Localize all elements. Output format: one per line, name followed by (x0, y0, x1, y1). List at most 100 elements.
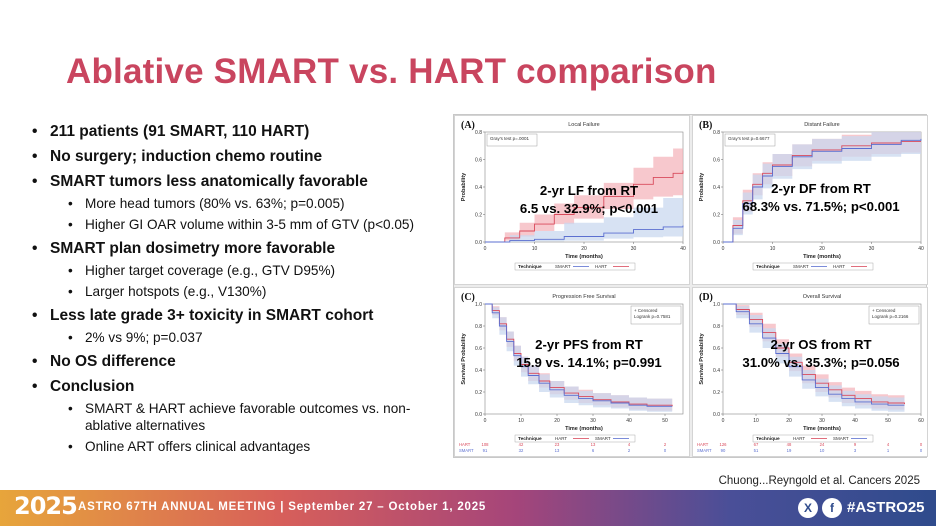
y-tick-label: 0.8 (713, 130, 720, 136)
annotation-line: 2-yr PFS from RT (535, 337, 643, 352)
risk-count: 4 (887, 442, 890, 447)
km-figure: Local Failure 0.0 0.2 0.4 0.6 0.8 0 10 20 30 40 Tim… (453, 114, 929, 458)
x-axis-label: Time (months) (565, 426, 603, 432)
risk-count: 4 (628, 442, 631, 447)
annotation-line: 2-yr LF from RT (539, 183, 639, 198)
facebook-social-icon[interactable]: f (822, 498, 842, 518)
sub-bullet: Larger hotspots (e.g., V130%) (30, 283, 450, 300)
risk-count: 2 (664, 442, 667, 447)
stat-box (486, 133, 538, 147)
risk-count: 126 (720, 442, 728, 447)
legend-title: Technique (756, 264, 780, 270)
legend-label: HART (833, 264, 845, 269)
y-tick-label: 0.4 (713, 368, 720, 374)
bullet-7: Conclusion (30, 377, 450, 396)
distant-failure-chart: Distant Failure 0.0 0.2 0.4 0.6 0.8 0 10 20 30 40 T… (699, 122, 924, 270)
bullet-1: 211 patients (91 SMART, 110 HART) (30, 122, 450, 141)
x-tick-label: 20 (819, 246, 825, 252)
x-tick-label: 0 (484, 246, 487, 252)
y-tick-label: 1.0 (475, 302, 482, 308)
pfs-chart: Progression Free Survival 0.0 0.2 0.4 0.6 0.8… (459, 294, 684, 453)
x-tick-label: 30 (631, 246, 637, 252)
y-tick-label: 0.6 (475, 157, 482, 163)
x-tick-label: 10 (770, 246, 776, 252)
risk-count: 6 (592, 448, 595, 453)
x-tick-label: 10 (518, 418, 524, 424)
x-tick-label: 30 (590, 418, 596, 424)
y-tick-label: 0.4 (475, 368, 482, 374)
panel-label: (C) (461, 292, 475, 303)
legend-title: Technique (518, 264, 542, 270)
x-tick-label: 40 (852, 418, 858, 424)
x-tick-label: 30 (819, 418, 825, 424)
series-line-hart (485, 170, 684, 243)
y-tick-label: 0.2 (475, 390, 482, 396)
risk-count: 42 (519, 442, 524, 447)
chart-title: Overall Survival (803, 294, 842, 300)
y-tick-label: 0.4 (713, 185, 720, 191)
series-line-hart (485, 303, 673, 407)
local-failure-chart: Local Failure 0.0 0.2 0.4 0.6 0.8 0 10 20 30 40 Tim… (461, 122, 686, 270)
chart-title: Distant Failure (804, 122, 839, 128)
sub-bullet: Online ART offers clinical advantages (30, 438, 450, 455)
stat-box-text: Logrank p=0.2166 (872, 314, 909, 319)
bullet-5: Less late grade 3+ toxicity in SMART coh… (30, 306, 450, 325)
sub-bullet: More head tumors (80% vs. 63%; p=0.005) (30, 195, 450, 212)
ci-band-smart (485, 304, 673, 412)
risk-row-label: HART (697, 442, 709, 447)
risk-count: 13 (591, 442, 596, 447)
x-social-icon[interactable]: X (798, 498, 818, 518)
stat-box-text: Gray's test p=.0001 (490, 136, 530, 141)
x-tick-label: 50 (662, 418, 668, 424)
x-tick-label: 20 (786, 418, 792, 424)
stat-box-text: Gray's test p=0.6677 (728, 136, 770, 141)
chart-title: Local Failure (568, 122, 600, 128)
chart-title: Progression Free Survival (552, 294, 615, 300)
y-axis-label: Probability (699, 172, 705, 201)
stat-box-text: + Censored (872, 308, 896, 313)
bullet-list: 211 patients (91 SMART, 110 HART) No sur… (30, 122, 450, 461)
bullet-2: No surgery; induction chemo routine (30, 147, 450, 166)
legend-title: Technique (756, 436, 780, 442)
stat-box-text: Logrank p=0.7581 (634, 314, 671, 319)
x-tick-label: 0 (484, 418, 487, 424)
panel-d-annotation: 2-yr OS from RT 31.0% vs. 35.3%; p=0.056 (713, 336, 929, 372)
bullet-4-sublist: Higher target coverage (e.g., GTV D95%) … (30, 262, 450, 300)
stat-box-text: + Censored (634, 308, 658, 313)
y-tick-label: 0.2 (713, 212, 720, 218)
y-axis-label: Probability (461, 172, 467, 201)
series-line-smart (723, 138, 922, 243)
hashtag: #ASTRO25 (847, 499, 925, 516)
y-tick-label: 0.8 (475, 130, 482, 136)
risk-count: 9 (854, 442, 857, 447)
panel-c-annotation: 2-yr PFS from RT 15.9 vs. 14.1%; p=0.991 (489, 336, 689, 372)
legend-label: SMART (555, 264, 571, 269)
series-line-smart (723, 303, 905, 406)
risk-count: 51 (754, 448, 759, 453)
risk-count: 13 (555, 448, 560, 453)
panel-b: Distant Failure 0.0 0.2 0.4 0.6 0.8 0 10 20 30 40 T… (692, 115, 928, 285)
risk-count: 32 (519, 448, 524, 453)
x-tick-label: 10 (532, 246, 538, 252)
risk-row-label: SMART (697, 448, 712, 453)
legend-label: HART (793, 436, 805, 441)
x-tick-label: 40 (918, 246, 924, 252)
risk-count: 2 (628, 448, 631, 453)
astro-2025-logo: 2025 (14, 492, 78, 520)
x-tick-label: 20 (581, 246, 587, 252)
x-tick-label: 40 (626, 418, 632, 424)
panel-a-annotation: 2-yr LF from RT 6.5 vs. 32.9%; p<0.001 (489, 182, 689, 218)
risk-count: 3 (854, 448, 857, 453)
annotation-line: 68.3% vs. 71.5%; p<0.001 (742, 199, 900, 214)
panel-c: Progression Free Survival 0.0 0.2 0.4 0.6 0.8… (454, 287, 690, 457)
y-tick-label: 0.0 (713, 240, 720, 246)
y-tick-label: 0.8 (713, 324, 720, 330)
risk-count: 0 (664, 448, 667, 453)
x-tick-label: 0 (722, 418, 725, 424)
sub-bullet: Higher GI OAR volume within 3-5 mm of GT… (30, 216, 450, 233)
risk-count: 108 (482, 442, 490, 447)
y-tick-label: 1.0 (713, 302, 720, 308)
y-tick-label: 0.8 (475, 324, 482, 330)
x-axis-label: Time (months) (803, 254, 841, 260)
